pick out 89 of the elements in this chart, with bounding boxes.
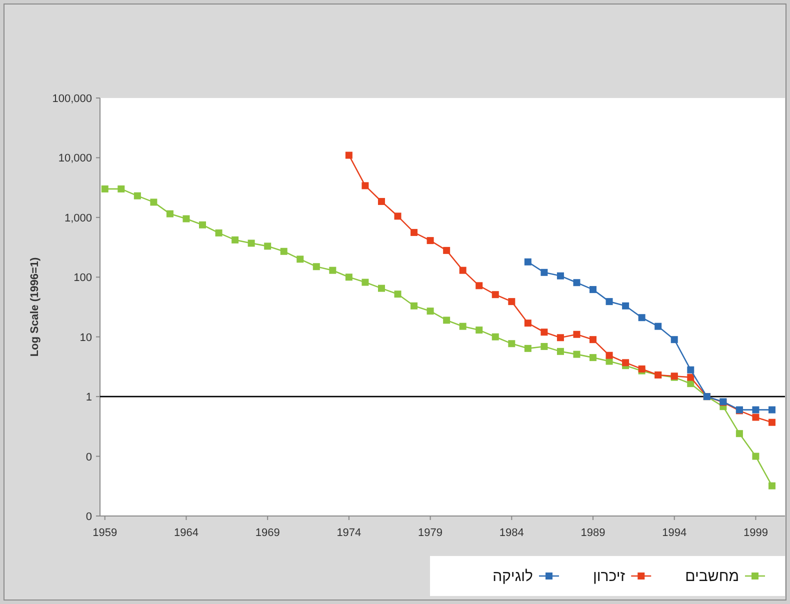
point xyxy=(426,308,434,315)
point xyxy=(199,221,206,228)
point xyxy=(492,333,499,340)
point xyxy=(524,258,532,266)
point xyxy=(540,268,548,276)
point xyxy=(345,152,352,159)
point xyxy=(670,336,678,344)
point xyxy=(590,286,597,294)
point xyxy=(524,344,532,352)
x-tick-label: 1994 xyxy=(662,527,687,539)
point xyxy=(280,248,288,255)
point xyxy=(362,278,369,286)
point xyxy=(182,215,190,222)
point xyxy=(606,352,613,359)
point xyxy=(540,342,548,350)
point xyxy=(524,320,532,327)
point xyxy=(687,374,694,381)
point xyxy=(410,228,418,236)
point xyxy=(134,192,141,200)
point xyxy=(654,322,662,330)
point xyxy=(768,406,776,414)
y-tick-label: 0 xyxy=(86,511,92,523)
x-tick-label: 1989 xyxy=(580,527,606,539)
legend-label: מחשבים xyxy=(685,568,739,585)
point xyxy=(768,482,776,490)
point xyxy=(573,330,580,338)
y-axis-title: Log Scale (1996=1) xyxy=(29,256,41,357)
point xyxy=(752,414,760,421)
point xyxy=(556,272,564,280)
point xyxy=(232,236,239,244)
point xyxy=(736,430,743,438)
x-tick-label: 1969 xyxy=(255,527,280,539)
point xyxy=(687,366,694,374)
y-tick-label: 1,000 xyxy=(64,212,92,224)
legend-label: זיכרון xyxy=(593,568,626,585)
y-tick-label: 10,000 xyxy=(58,152,92,165)
point xyxy=(378,284,385,292)
x-tick-label: 1984 xyxy=(499,527,524,539)
point xyxy=(459,322,466,330)
x-tick-label: 1999 xyxy=(743,527,768,539)
point xyxy=(459,266,466,274)
y-tick-label: 0 xyxy=(86,451,92,464)
point xyxy=(573,279,580,286)
point xyxy=(752,452,760,460)
y-tick-label: 10 xyxy=(80,332,92,344)
point xyxy=(590,336,597,344)
point xyxy=(556,334,564,342)
point xyxy=(752,406,760,414)
point xyxy=(443,316,450,324)
point xyxy=(508,298,516,306)
point xyxy=(394,212,402,220)
point xyxy=(329,266,336,274)
point xyxy=(476,282,483,290)
y-tick-label: 100 xyxy=(74,272,92,284)
point xyxy=(573,350,580,358)
legend-label: לוגיקה xyxy=(492,568,534,585)
x-tick-label: 1974 xyxy=(336,527,362,539)
point xyxy=(362,182,369,190)
x-tick-label: 1959 xyxy=(92,527,118,539)
x-tick-label: 1964 xyxy=(174,527,198,539)
point xyxy=(492,291,499,298)
point xyxy=(312,263,320,270)
point xyxy=(768,418,776,426)
point xyxy=(101,185,108,192)
point xyxy=(622,302,630,310)
point xyxy=(248,240,255,247)
y-tick-label: 1 xyxy=(86,392,92,404)
point xyxy=(378,198,385,205)
point xyxy=(264,242,272,250)
point xyxy=(606,298,613,306)
point xyxy=(296,256,304,263)
point xyxy=(443,246,450,254)
point xyxy=(638,314,646,322)
point xyxy=(215,229,222,236)
point xyxy=(476,326,483,334)
x-tick-label: 1979 xyxy=(418,527,443,539)
point xyxy=(426,237,434,244)
y-tick-label: 100,000 xyxy=(52,93,92,105)
point xyxy=(590,354,597,362)
point xyxy=(622,359,630,366)
point xyxy=(508,340,516,348)
point xyxy=(345,274,352,281)
point xyxy=(150,198,158,206)
point xyxy=(394,290,402,298)
point xyxy=(118,185,125,192)
point xyxy=(410,302,418,310)
point xyxy=(166,210,174,218)
point xyxy=(540,328,548,336)
point xyxy=(556,348,564,355)
